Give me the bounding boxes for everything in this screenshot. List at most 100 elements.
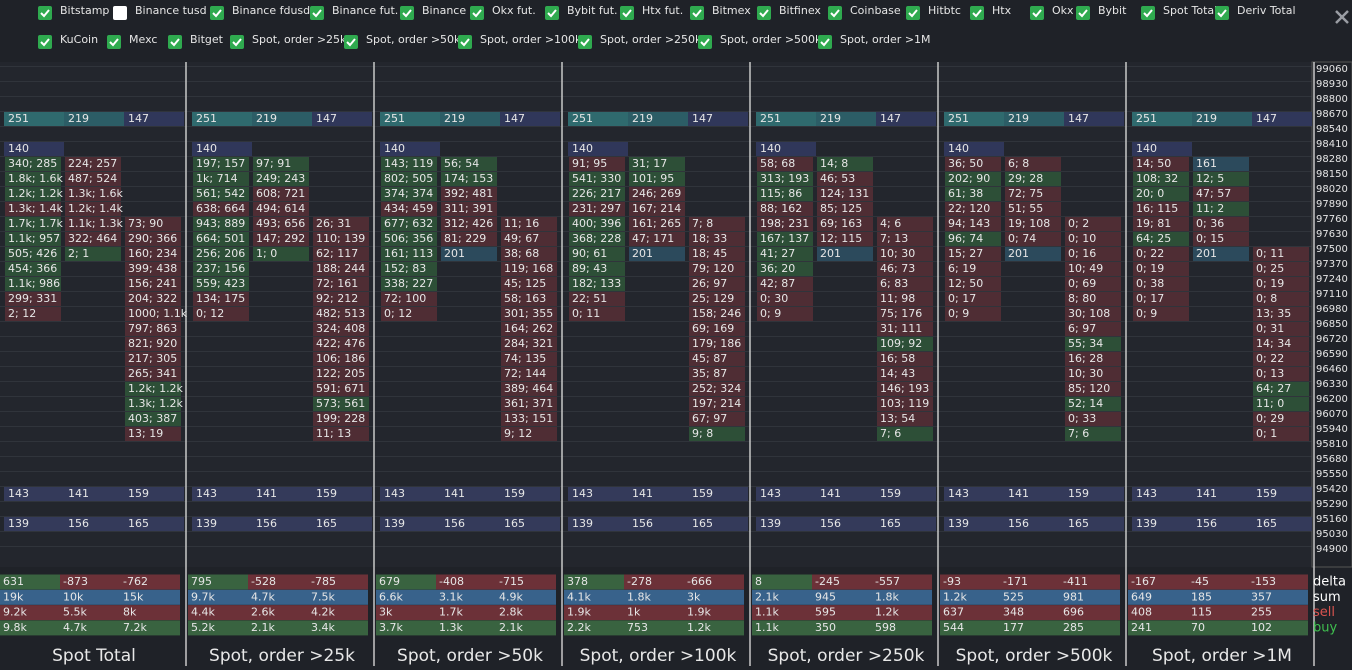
filter-checkbox[interactable]: Spot, order >1M — [818, 33, 931, 49]
mark-value: 140 — [196, 142, 217, 155]
filter-label: Binance fdusd — [232, 4, 310, 17]
filter-checkbox[interactable]: Bybit — [1076, 4, 1127, 20]
filter-checkbox[interactable]: Bitstamp — [38, 4, 109, 20]
filter-checkbox[interactable]: Coinbase — [828, 4, 901, 20]
cluster-cell: 322; 464 — [68, 232, 117, 245]
stat-cell — [308, 574, 368, 590]
cluster-cell: 201 — [1196, 247, 1217, 260]
volume-band — [688, 112, 748, 126]
filter-checkbox[interactable]: Mexc — [107, 33, 157, 49]
volume-band — [252, 517, 312, 531]
cluster-cell: 1.3k; 1.4k — [8, 202, 64, 215]
filter-checkbox[interactable]: Bitget — [168, 33, 224, 49]
filter-checkbox[interactable]: Spot, order >100k — [458, 33, 582, 49]
cluster-cell: 487; 524 — [68, 172, 117, 185]
check-icon — [759, 9, 769, 18]
cluster-cell: 1.1k; 957 — [8, 232, 60, 245]
cell-bg — [1253, 322, 1309, 336]
cluster-cell: 0; 69 — [1068, 277, 1096, 290]
cluster-cell: 10; 49 — [1068, 262, 1103, 275]
filter-label: Htx fut. — [642, 4, 683, 17]
cluster-cell: 18; 45 — [692, 247, 727, 260]
cell-bg — [1065, 307, 1121, 321]
cell-bg — [441, 217, 497, 231]
filter-checkbox[interactable]: Bitfinex — [757, 4, 821, 20]
cluster-cell: 0; 22 — [1136, 247, 1164, 260]
stat-cell — [940, 620, 1000, 636]
check-icon — [232, 38, 242, 47]
stat-cell — [1248, 574, 1308, 590]
filter-checkbox[interactable]: Deriv Total — [1215, 4, 1296, 20]
band-value: 219 — [1196, 112, 1217, 125]
stat-value: 945 — [815, 590, 836, 603]
filter-checkbox[interactable]: Spot, order >25k — [230, 33, 347, 49]
filter-checkbox[interactable]: Okx fut. — [470, 4, 536, 20]
filter-checkbox[interactable]: Bitmex — [690, 4, 751, 20]
cell-bg — [629, 217, 685, 231]
stat-value: 115 — [1191, 606, 1212, 619]
cell-bg — [5, 292, 61, 306]
cluster-cell: 161 — [1196, 157, 1217, 170]
cell-bg — [569, 172, 625, 186]
cluster-cell: 11; 0 — [1256, 397, 1284, 410]
checkbox — [310, 6, 324, 20]
filter-checkbox[interactable]: Htx — [970, 4, 1012, 20]
cell-bg — [1133, 307, 1189, 321]
cell-bg — [501, 352, 557, 366]
cluster-cell: 338; 227 — [384, 277, 433, 290]
stat-cell — [436, 589, 496, 605]
filter-checkbox[interactable]: Binance fdusd — [210, 4, 310, 20]
filter-checkbox[interactable]: Binance — [400, 4, 466, 20]
volume-band — [192, 517, 252, 531]
cluster-cell: 284; 321 — [504, 337, 553, 350]
stat-cell — [308, 620, 368, 636]
filter-checkbox[interactable]: Okx — [1030, 4, 1074, 20]
price-label: 96590 — [1316, 349, 1348, 360]
filter-checkbox[interactable]: Bybit fut. — [545, 4, 618, 20]
close-button[interactable] — [1335, 10, 1349, 24]
filter-checkbox[interactable]: Spot, order >500k — [698, 33, 822, 49]
cluster-cell: 122; 205 — [316, 367, 365, 380]
stat-value: 255 — [1251, 606, 1272, 619]
cell-bg — [193, 232, 249, 246]
cluster-cell: 0; 30 — [760, 292, 788, 305]
cell-bg — [381, 292, 437, 306]
filter-checkbox[interactable]: Hitbtc — [906, 4, 961, 20]
filter-checkbox[interactable]: Binance tusd — [113, 4, 207, 20]
cluster-cell: 146; 193 — [880, 382, 929, 395]
stat-value: -557 — [875, 575, 900, 588]
filter-checkbox[interactable]: KuCoin — [38, 33, 98, 49]
mark-value: 140 — [384, 142, 405, 155]
cluster-cell: 664; 501 — [196, 232, 245, 245]
cell-bg — [441, 247, 497, 261]
checkbox — [828, 6, 842, 20]
cell-bg — [313, 337, 369, 351]
cluster-cell: 340; 285 — [8, 157, 57, 170]
filter-label: Binance fut. — [332, 4, 398, 17]
band-value: 139 — [572, 517, 593, 530]
stat-value: 637 — [943, 606, 964, 619]
check-icon — [472, 9, 482, 18]
stat-cell — [248, 620, 308, 636]
cell-bg — [5, 172, 61, 186]
cell-bg — [757, 262, 813, 276]
price-label: 95420 — [1316, 484, 1348, 495]
cell-bg — [1005, 172, 1061, 186]
cell-bg — [1253, 367, 1309, 381]
cluster-cell: 541; 330 — [572, 172, 621, 185]
stat-cell — [188, 620, 248, 636]
cell-bg — [569, 217, 625, 231]
filter-checkbox[interactable]: Spot, order >250k — [578, 33, 702, 49]
cluster-cell: 7; 13 — [880, 232, 908, 245]
cluster-cell: 51; 55 — [1008, 202, 1043, 215]
volume-band — [440, 517, 500, 531]
filter-checkbox[interactable]: Binance fut. — [310, 4, 398, 20]
filter-checkbox[interactable]: Spot, order >50k — [344, 33, 461, 49]
cell-bg — [313, 307, 369, 321]
filter-checkbox[interactable]: Htx fut. — [620, 4, 683, 20]
check-icon — [40, 9, 50, 18]
cell-bg — [945, 172, 1001, 186]
cluster-cell: 147; 292 — [256, 232, 305, 245]
cluster-cell: 74; 135 — [504, 352, 546, 365]
filter-checkbox[interactable]: Spot Total — [1141, 4, 1217, 20]
